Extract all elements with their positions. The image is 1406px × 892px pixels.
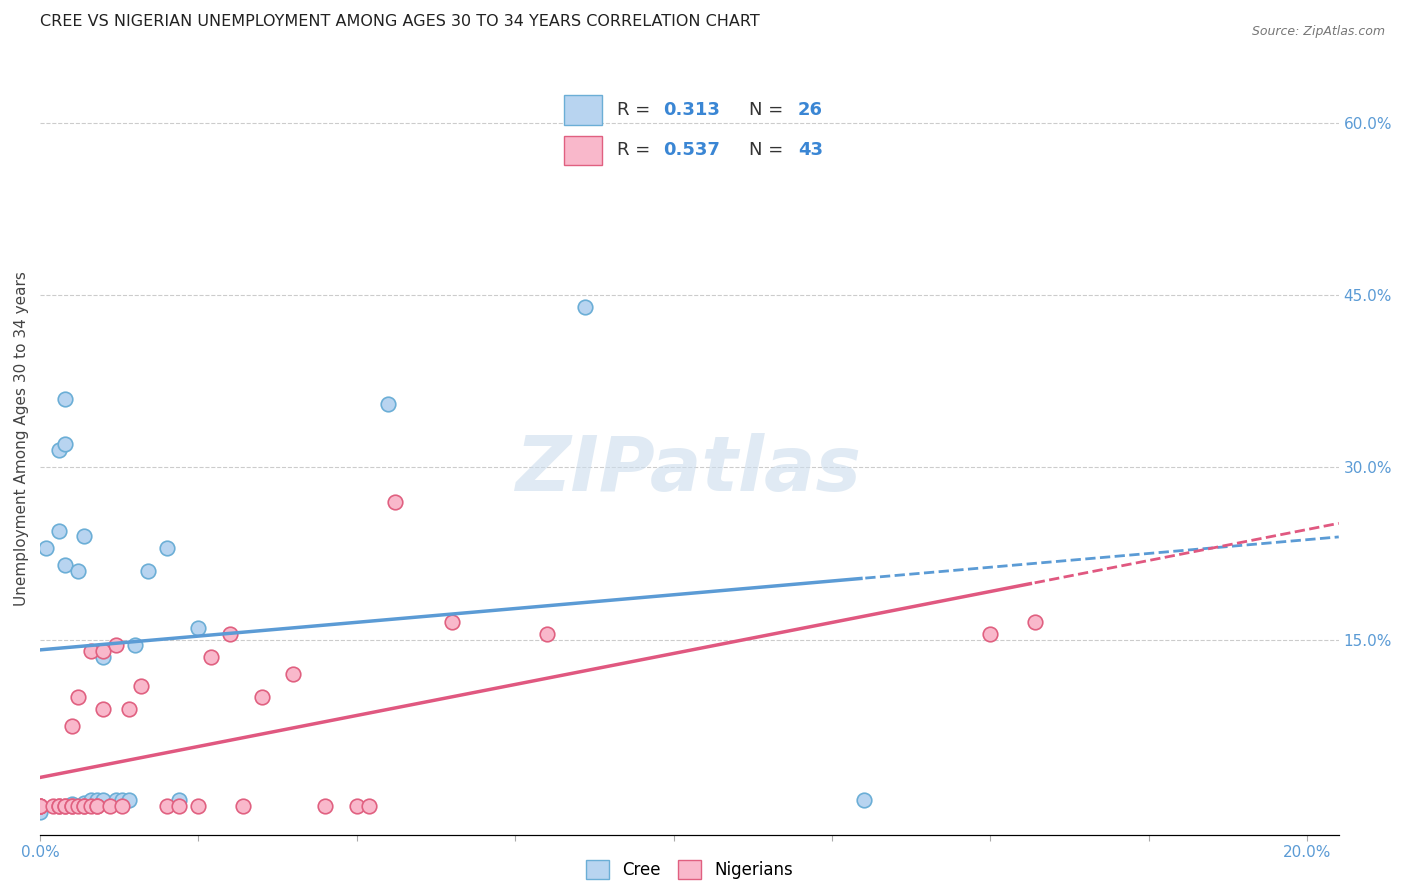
Point — [60, 799, 83, 814]
Text: 43: 43 — [799, 141, 823, 159]
Point — [131, 679, 153, 693]
Point — [200, 649, 222, 664]
Point — [60, 719, 83, 733]
Point — [28, 799, 51, 814]
Point — [48, 524, 70, 538]
Point — [28, 805, 51, 819]
Point — [124, 639, 146, 653]
FancyBboxPatch shape — [564, 136, 602, 165]
Point — [66, 799, 89, 814]
Point — [169, 793, 191, 807]
Point — [979, 627, 1001, 641]
Point — [346, 799, 368, 814]
Point — [28, 799, 51, 814]
Point — [169, 799, 191, 814]
Point — [53, 558, 76, 572]
Point — [93, 701, 115, 715]
Point — [53, 799, 76, 814]
Point — [232, 799, 254, 814]
Point — [53, 392, 76, 406]
Point — [136, 564, 159, 578]
Point — [105, 639, 128, 653]
Point — [66, 564, 89, 578]
Point — [440, 615, 463, 630]
Point — [53, 799, 76, 814]
Point — [86, 799, 108, 814]
Text: N =: N = — [749, 101, 789, 120]
Point — [156, 541, 179, 555]
Point — [359, 799, 381, 814]
Text: 0.537: 0.537 — [664, 141, 720, 159]
Point — [111, 793, 134, 807]
Point — [73, 796, 96, 810]
Point — [1024, 615, 1046, 630]
Point — [118, 701, 141, 715]
Point — [219, 627, 242, 641]
Point — [384, 495, 406, 509]
Text: N =: N = — [749, 141, 789, 159]
Y-axis label: Unemployment Among Ages 30 to 34 years: Unemployment Among Ages 30 to 34 years — [14, 271, 30, 607]
Point — [73, 529, 96, 543]
Text: Source: ZipAtlas.com: Source: ZipAtlas.com — [1251, 25, 1385, 38]
Point — [28, 799, 51, 814]
Point — [73, 799, 96, 814]
Text: CREE VS NIGERIAN UNEMPLOYMENT AMONG AGES 30 TO 34 YEARS CORRELATION CHART: CREE VS NIGERIAN UNEMPLOYMENT AMONG AGES… — [39, 14, 759, 29]
Point — [93, 793, 115, 807]
Point — [86, 799, 108, 814]
Point — [118, 793, 141, 807]
Legend: Cree, Nigerians: Cree, Nigerians — [579, 854, 800, 886]
Point — [111, 799, 134, 814]
Point — [60, 799, 83, 814]
Point — [48, 443, 70, 458]
Point — [98, 799, 121, 814]
Point — [852, 793, 875, 807]
Point — [187, 621, 209, 635]
Text: 26: 26 — [799, 101, 823, 120]
Point — [48, 799, 70, 814]
Point — [73, 799, 96, 814]
FancyBboxPatch shape — [564, 95, 602, 125]
Point — [377, 397, 399, 411]
Point — [48, 799, 70, 814]
Point — [187, 799, 209, 814]
Point — [28, 799, 51, 814]
Point — [53, 437, 76, 451]
Point — [283, 667, 305, 681]
Point — [250, 690, 273, 705]
Text: 0.313: 0.313 — [664, 101, 720, 120]
Point — [86, 793, 108, 807]
Point — [536, 627, 558, 641]
Point — [60, 797, 83, 811]
Point — [93, 649, 115, 664]
Text: R =: R = — [617, 101, 655, 120]
Point — [79, 644, 101, 658]
Point — [79, 799, 101, 814]
Point — [93, 644, 115, 658]
Point — [41, 799, 63, 814]
Point — [35, 541, 58, 555]
Point — [314, 799, 336, 814]
Text: ZIPatlas: ZIPatlas — [516, 434, 862, 508]
Point — [66, 690, 89, 705]
Point — [156, 799, 179, 814]
Point — [79, 793, 101, 807]
Point — [574, 300, 596, 314]
Text: R =: R = — [617, 141, 655, 159]
Point — [105, 793, 128, 807]
